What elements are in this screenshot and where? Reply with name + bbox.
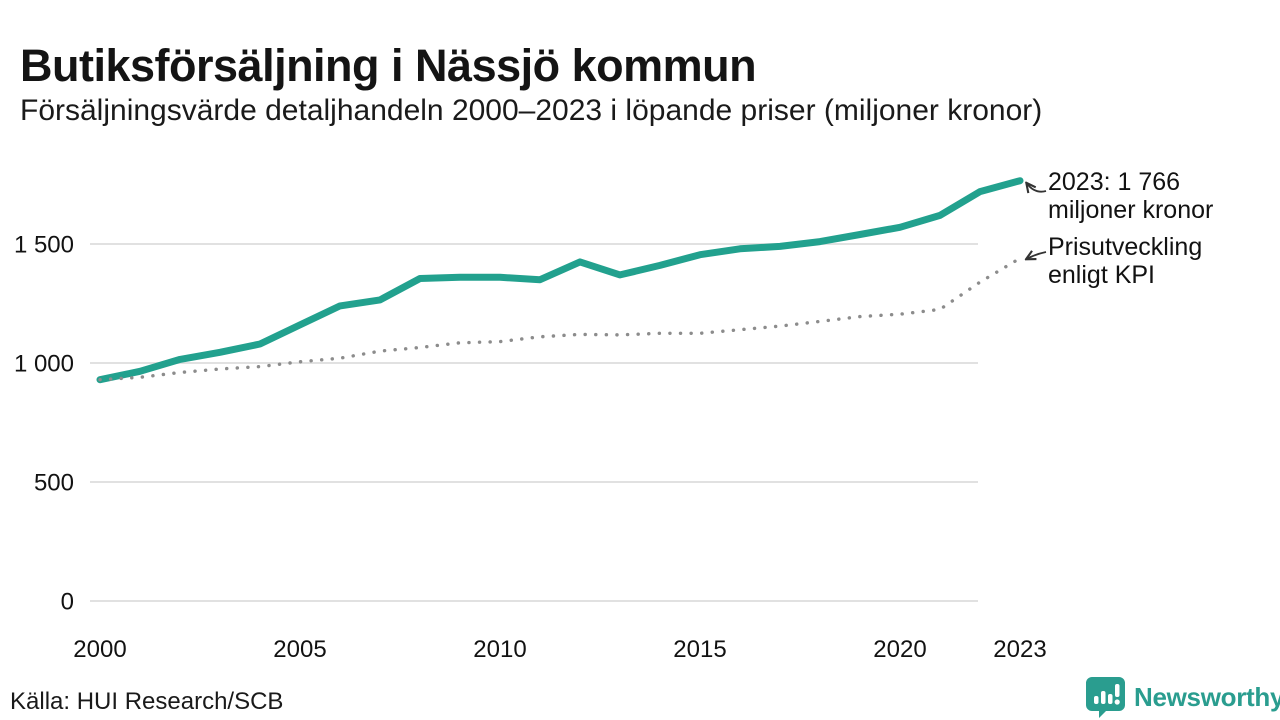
annotation-line: enligt KPI	[1048, 261, 1156, 289]
x-axis-tick-label: 2010	[473, 636, 526, 663]
annotation-kpi-label: Prisutveckling enligt KPI	[1048, 233, 1202, 289]
newsworthy-logo: Newsworthy	[1085, 676, 1280, 718]
annotation-line: miljoner kronor	[1048, 196, 1214, 224]
newsworthy-logo-text: Newsworthy	[1134, 681, 1280, 712]
chart-subtitle: Försäljningsvärde detaljhandeln 2000–202…	[20, 94, 1043, 127]
newsworthy-bubble-chart-icon	[1086, 677, 1125, 718]
annotation-line: 2023: 1 766	[1048, 168, 1181, 196]
source-attribution: Källa: HUI Research/SCB	[10, 688, 284, 715]
y-axis-tick-label: 1 500	[14, 232, 74, 259]
x-axis-tick-label: 2000	[73, 636, 126, 663]
y-axis-tick-label: 500	[34, 470, 74, 497]
x-axis-tick-label: 2023	[993, 636, 1046, 663]
series-line-current-prices	[96, 177, 1024, 384]
x-axis-tick-label: 2015	[673, 636, 726, 663]
annotation-latest-value: 2023: 1 766 miljoner kronor	[1048, 168, 1213, 224]
x-axis-tick-label: 2020	[873, 636, 926, 663]
x-axis-tick-label: 2005	[273, 636, 326, 663]
series-line-kpi	[98, 256, 1022, 382]
page-title: Butiksförsäljning i Nässjö kommun	[20, 40, 757, 92]
y-axis-tick-label: 0	[61, 589, 74, 616]
annotation-line: Prisutveckling	[1048, 233, 1203, 261]
annotation-arrow	[1027, 252, 1047, 259]
annotation-arrow	[1027, 184, 1047, 192]
y-axis-tick-label: 1 000	[14, 351, 74, 378]
